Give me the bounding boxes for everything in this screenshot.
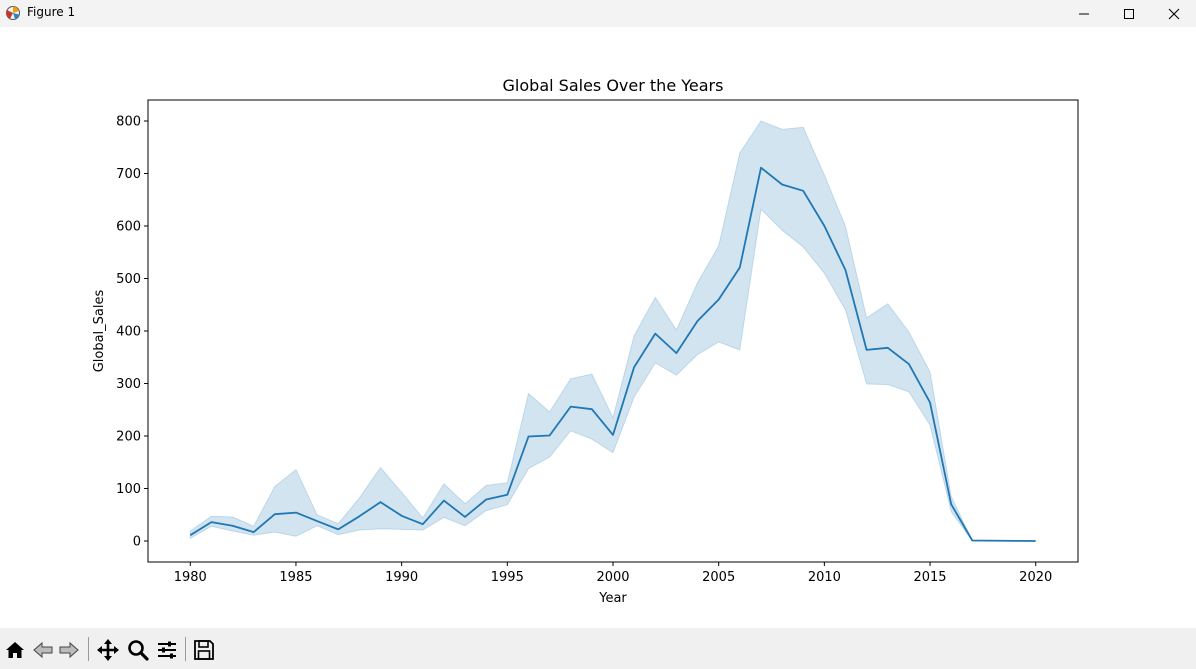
data-point (380, 501, 382, 503)
data-point (337, 528, 339, 530)
data-point (253, 531, 255, 533)
data-point (358, 515, 360, 517)
maximize-icon (1124, 8, 1134, 19)
data-point (549, 435, 551, 437)
data-point (718, 299, 720, 301)
pan-icon (97, 639, 119, 661)
data-point (675, 352, 677, 354)
data-point (422, 523, 424, 525)
x-tick-label: 2000 (596, 570, 629, 585)
chart-title: Global Sales Over the Years (503, 76, 724, 95)
save-icon (194, 640, 214, 660)
x-tick-label: 1995 (491, 570, 524, 585)
pan-button[interactable] (95, 637, 121, 663)
data-point (971, 540, 973, 542)
y-tick-label: 700 (116, 167, 141, 182)
line-chart: Global Sales Over the Years 1980 1985 1990… (92, 76, 1079, 606)
matplotlib-app-icon (4, 4, 22, 22)
configure-subplots-button[interactable] (154, 637, 180, 663)
y-tick-label: 200 (116, 430, 141, 445)
y-axis-label: Global_Sales (92, 289, 107, 372)
data-point (189, 534, 191, 536)
zoom-button[interactable] (125, 637, 151, 663)
back-icon (33, 641, 53, 659)
data-point (845, 269, 847, 271)
data-point (612, 434, 614, 436)
data-point (654, 333, 656, 335)
data-point (528, 436, 530, 438)
figure-canvas[interactable]: Global Sales Over the Years 1980 1985 1990… (0, 27, 1196, 627)
toolbar-separator (88, 637, 89, 661)
data-point (1035, 540, 1037, 542)
y-tick-label: 300 (116, 377, 141, 392)
data-point (950, 503, 952, 505)
x-tick-label: 1990 (385, 570, 418, 585)
home-icon (6, 642, 24, 658)
window-titlebar: Figure 1 (0, 0, 1196, 27)
data-point (464, 516, 466, 518)
data-point (232, 525, 234, 527)
close-icon (1168, 8, 1180, 19)
data-point (570, 406, 572, 408)
toolbar-separator (185, 637, 186, 661)
save-button[interactable] (191, 637, 217, 663)
forward-icon (59, 641, 79, 659)
window-title: Figure 1 (27, 5, 76, 19)
y-tick-label: 400 (116, 325, 141, 340)
close-button[interactable] (1151, 0, 1196, 27)
y-tick-label: 500 (116, 272, 141, 287)
data-point (929, 401, 931, 403)
global-sales-line (189, 166, 1036, 542)
data-point (401, 515, 403, 517)
data-point (823, 225, 825, 227)
data-point (697, 320, 699, 322)
y-tick-label: 600 (116, 220, 141, 235)
minimize-icon (1079, 13, 1089, 14)
data-point (866, 349, 868, 351)
confidence-band (189, 120, 1036, 542)
x-tick-label: 2010 (808, 570, 841, 585)
x-tick-label: 1985 (279, 570, 312, 585)
data-point (210, 521, 212, 523)
zoom-icon (128, 640, 149, 661)
data-point (274, 513, 276, 515)
navigation-toolbar (0, 628, 1196, 669)
data-point (591, 408, 593, 410)
data-point (781, 184, 783, 186)
minimize-button[interactable] (1061, 0, 1107, 27)
x-axis-label: Year (598, 591, 627, 606)
data-point (887, 347, 889, 349)
data-point (802, 190, 804, 192)
data-point (506, 494, 508, 496)
y-tick-label: 100 (116, 482, 141, 497)
y-tick-label: 800 (116, 115, 141, 130)
forward-button[interactable] (56, 637, 82, 663)
maximize-button[interactable] (1106, 0, 1152, 27)
y-tick-label: 0 (133, 535, 141, 550)
x-tick-label: 2015 (913, 570, 946, 585)
data-point (908, 363, 910, 365)
configure-subplots-icon (158, 641, 176, 659)
data-point (295, 512, 297, 514)
x-tick-label: 2005 (702, 570, 735, 585)
x-tick-label: 2020 (1019, 570, 1052, 585)
data-point (739, 267, 741, 269)
x-tick-label: 1980 (174, 570, 207, 585)
data-point (316, 520, 318, 522)
back-button[interactable] (30, 637, 56, 663)
data-point (633, 366, 635, 368)
data-point (443, 500, 445, 502)
home-button[interactable] (2, 637, 28, 663)
data-point (485, 499, 487, 501)
data-point (760, 167, 762, 169)
